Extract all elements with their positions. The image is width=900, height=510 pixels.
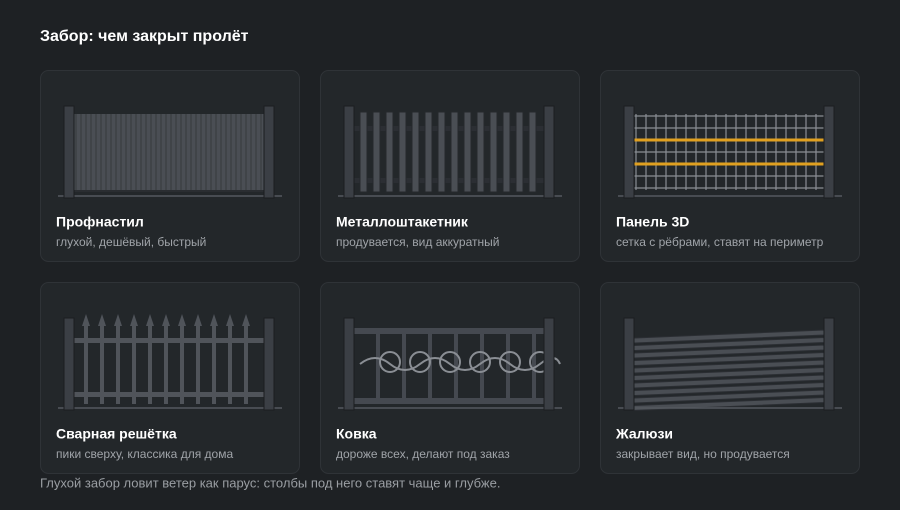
post [263,317,275,411]
card-subtitle: сетка с рёбрами, ставят на периметр [616,235,824,249]
picket [398,111,407,193]
bar [212,324,216,404]
picket [450,111,459,193]
post [623,317,635,411]
ring [409,351,431,373]
card-title: Жалюзи [615,426,673,442]
card-subtitle: закрывает вид, но продувается [616,447,790,461]
post [343,105,355,199]
bar [84,324,88,404]
picket [489,111,498,193]
card-bg [320,70,580,262]
picket [515,111,524,193]
scroll [359,357,561,371]
spear [130,314,138,326]
bar [376,328,380,400]
spear [178,314,186,326]
bar [164,324,168,404]
post [623,105,635,199]
spear [210,314,218,326]
bar [506,328,510,400]
card-subtitle: пики сверху, классика для дома [56,447,233,461]
card-title: Ковка [336,426,377,442]
card: Панель 3D сетка с рёбрами, ставят на пери… [600,70,860,262]
picket [411,111,420,193]
spear [226,314,234,326]
post [263,105,275,199]
ring [379,351,401,373]
post [543,317,555,411]
bar [532,328,536,400]
footer-note: Глухой забор ловит ветер как парус: стол… [40,475,500,490]
card-bg [600,70,860,262]
picket [359,111,368,193]
bar [480,328,484,400]
card-subtitle: продувается, вид аккуратный [336,235,499,249]
spear [146,314,154,326]
picket [528,111,537,193]
bar [454,328,458,400]
rail [354,328,544,334]
spear [114,314,122,326]
post [543,105,555,199]
card-bg [600,282,860,474]
bar [148,324,152,404]
card-title: Сварная решётка [56,426,177,442]
card: Сварная решётка пики сверху, классика для… [40,282,300,474]
bar [228,324,232,404]
ring [439,351,461,373]
post [63,317,75,411]
card-title: Профнастил [56,214,144,230]
rail [74,392,264,397]
bar [244,324,248,404]
card-title: Металлоштакетник [336,214,469,230]
card-subtitle: глухой, дешёвый, быстрый [56,235,206,249]
picket [437,111,446,193]
rail [74,338,264,343]
picket [424,111,433,193]
bar [116,324,120,404]
ring [469,351,491,373]
rail [354,126,544,131]
spear [98,314,106,326]
spear [194,314,202,326]
rail [354,178,544,183]
post [823,317,835,411]
picket [502,111,511,193]
spear [82,314,90,326]
card: Жалюзи закрывает вид, но продувается [600,282,860,474]
ring [499,351,521,373]
spear [242,314,250,326]
picket [385,111,394,193]
picket [372,111,381,193]
card: Металлоштакетник продувается, вид аккурат… [320,70,580,262]
bar [196,324,200,404]
bar [132,324,136,404]
card-bg [40,282,300,474]
bar [180,324,184,404]
post [823,105,835,199]
card-subtitle: дороже всех, делают под заказ [336,447,510,461]
bar [100,324,104,404]
card-bg [320,282,580,474]
picket [476,111,485,193]
card: Ковка дороже всех, делают под заказ [320,282,580,474]
picket [463,111,472,193]
card: Профнастил глухой, дешёвый, быстрый [40,70,300,262]
rail [354,398,544,404]
bar [402,328,406,400]
page-title: Забор: чем закрыт пролёт [40,28,249,45]
spear [162,314,170,326]
card-title: Панель 3D [616,214,689,230]
post [63,105,75,199]
post [343,317,355,411]
